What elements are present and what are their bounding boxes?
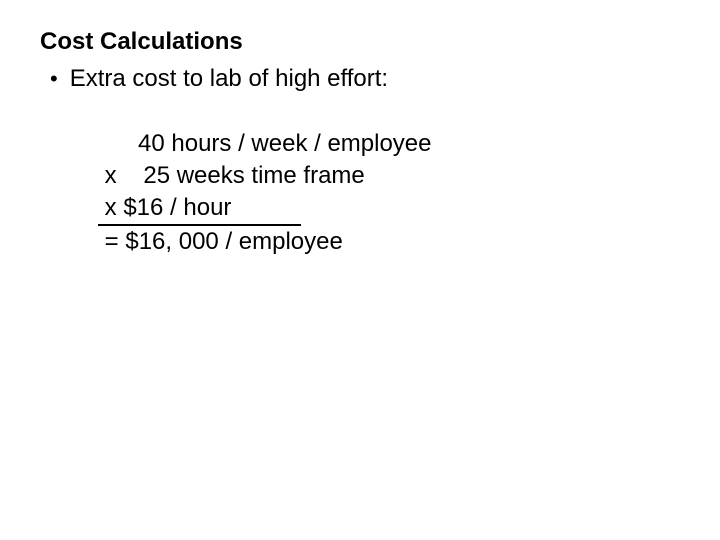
- calc-line-3: x $16 / hour: [98, 192, 680, 226]
- page-title: Cost Calculations: [40, 28, 680, 56]
- bullet-text: Extra cost to lab of high effort:: [70, 64, 388, 94]
- slide: Cost Calculations • Extra cost to lab of…: [0, 0, 720, 540]
- calc-line-4: = $16, 000 / employee: [98, 226, 680, 258]
- bullet-item: • Extra cost to lab of high effort:: [40, 64, 680, 94]
- bullet-marker: •: [46, 64, 70, 94]
- calc-line-2: x 25 weeks time frame: [98, 160, 680, 192]
- calc-line-3-text: x $16 / hour: [98, 192, 301, 226]
- calc-line-1: 40 hours / week / employee: [98, 128, 680, 160]
- calculation-block: 40 hours / week / employee x 25 weeks ti…: [40, 128, 680, 258]
